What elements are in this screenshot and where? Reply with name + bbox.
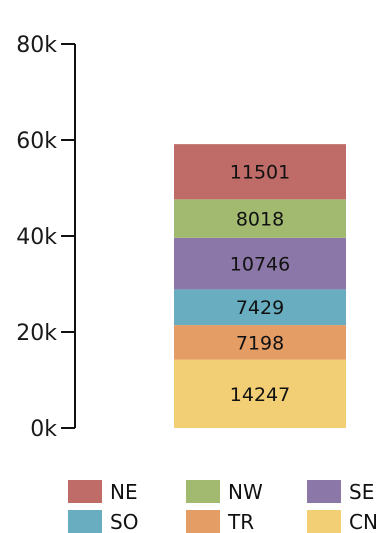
y-tick-label: 20k — [16, 321, 57, 346]
data-label-tr: 7198 — [236, 332, 284, 354]
bar-segment-se — [174, 237, 346, 290]
data-label-nw: 8018 — [236, 209, 284, 231]
legend-swatch-nw — [186, 480, 220, 503]
data-label-ne: 11501 — [230, 162, 290, 184]
y-axis: 0k 20k 40k 60k 80k — [16, 33, 76, 442]
bar-segment-ne — [174, 144, 346, 200]
legend-swatch-cn — [307, 510, 341, 533]
bar-segment-cn — [174, 359, 346, 428]
legend-label-se: SE — [349, 480, 374, 504]
bar-segment-nw — [174, 199, 346, 238]
y-tick-label: 60k — [16, 129, 57, 154]
y-tick-label: 0k — [30, 417, 57, 442]
data-label-cn: 14247 — [230, 384, 290, 406]
legend-swatch-ne — [68, 480, 102, 503]
y-tick-label: 40k — [16, 225, 57, 250]
bar-segment-so — [174, 289, 346, 326]
legend-label-tr: TR — [227, 510, 254, 533]
legend-swatch-tr — [186, 510, 220, 533]
data-label-so: 7429 — [236, 297, 284, 319]
legend: NE NW SE SO TR CN — [68, 480, 378, 533]
legend-swatch-so — [68, 510, 102, 533]
y-tick-label: 80k — [16, 33, 57, 58]
legend-label-so: SO — [110, 510, 138, 533]
legend-label-nw: NW — [228, 480, 263, 504]
legend-label-ne: NE — [110, 480, 138, 504]
data-label-se: 10746 — [230, 254, 290, 276]
bar-segment-tr — [174, 325, 346, 360]
bar-stack: 14247 7198 7429 10746 8018 11501 — [174, 144, 346, 428]
legend-label-cn: CN — [349, 510, 378, 533]
legend-swatch-se — [307, 480, 341, 503]
